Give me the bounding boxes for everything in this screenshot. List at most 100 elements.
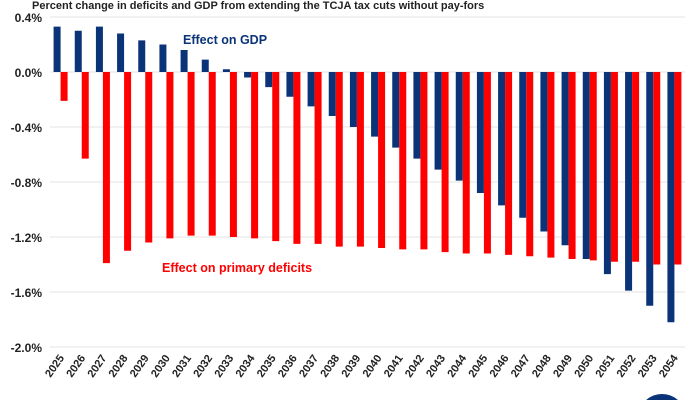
gdp-bar <box>222 69 230 72</box>
x-tick-label: 2034 <box>234 352 258 380</box>
gdp-bar <box>667 72 675 323</box>
deficit-bar <box>60 72 68 101</box>
x-tick-label: 2041 <box>382 353 406 380</box>
deficit-bar <box>441 72 449 253</box>
gdp-bar <box>625 72 633 291</box>
deficit-bar <box>166 72 174 239</box>
x-tick-label: 2038 <box>318 353 342 380</box>
deficit-bar <box>568 72 576 259</box>
x-tick-label: 2044 <box>445 352 469 380</box>
y-tick-label: -2.0% <box>11 341 43 355</box>
deficit-bar <box>145 72 153 243</box>
gdp-bar <box>53 26 61 72</box>
gdp-bar <box>244 72 252 78</box>
x-tick-label: 2040 <box>361 353 385 380</box>
deficit-bar <box>610 72 618 262</box>
x-tick-label: 2026 <box>64 353 88 380</box>
y-tick-label: -1.2% <box>11 231 43 245</box>
deficit-bar <box>314 72 322 244</box>
x-tick-label: 2054 <box>657 352 681 380</box>
x-tick-label: 2036 <box>276 353 300 380</box>
deficit-bar <box>187 72 195 236</box>
gdp-bar <box>519 72 527 218</box>
x-tick-label: 2050 <box>572 353 596 380</box>
deficit-bar <box>335 72 343 247</box>
x-tick-label: 2027 <box>86 353 110 380</box>
deficit-bar <box>505 72 513 255</box>
deficit-bar <box>674 72 682 265</box>
x-tick-label: 2025 <box>43 353 67 380</box>
x-tick-label: 2029 <box>128 353 152 380</box>
x-tick-label: 2031 <box>170 353 194 380</box>
x-tick-label: 2046 <box>488 353 512 380</box>
y-tick-label: -0.8% <box>11 176 43 190</box>
gdp-bar <box>328 72 336 116</box>
x-tick-label: 2053 <box>636 353 660 380</box>
gdp-bar <box>117 33 125 72</box>
gdp-bar <box>95 26 103 72</box>
gdp-bar <box>476 72 484 193</box>
deficit-bar <box>229 72 237 237</box>
y-tick-label: 0.4% <box>15 11 43 25</box>
y-tick-label: 0.0% <box>15 66 43 80</box>
gdp-bar <box>603 72 611 275</box>
deficit-bar <box>547 72 555 258</box>
x-tick-label: 2032 <box>191 353 215 380</box>
gdp-bar <box>540 72 548 232</box>
gdp-bar <box>561 72 569 246</box>
x-tick-label: 2042 <box>403 353 427 380</box>
y-tick-label: -1.6% <box>11 286 43 300</box>
deficit-bar <box>462 72 470 254</box>
x-tick-label: 2035 <box>255 353 279 380</box>
y-tick-label: -0.4% <box>11 121 43 135</box>
x-tick-label: 2048 <box>530 353 554 380</box>
x-tick-label: 2051 <box>594 353 618 380</box>
gdp-bar <box>392 72 400 148</box>
deficit-bar <box>526 72 534 257</box>
x-tick-label: 2037 <box>297 353 321 380</box>
deficit-bar <box>102 72 110 264</box>
deficit-bar <box>124 72 132 251</box>
deficit-bar <box>272 72 280 242</box>
deficit-bar <box>483 72 491 254</box>
x-tick-label: 2030 <box>149 353 173 380</box>
x-tick-label: 2049 <box>551 353 575 380</box>
x-tick-label: 2043 <box>424 353 448 380</box>
x-tick-label: 2045 <box>467 353 491 380</box>
gdp-bar <box>307 72 315 107</box>
gdp-bar <box>434 72 442 170</box>
deficit-bar <box>420 72 428 250</box>
x-tick-label: 2052 <box>615 353 639 380</box>
deficit-series-label: Effect on primary deficits <box>162 261 312 275</box>
gdp-bar <box>286 72 294 97</box>
gdp-bar <box>371 72 379 137</box>
x-tick-label: 2033 <box>213 353 237 380</box>
x-tick-label: 2039 <box>340 353 364 380</box>
gdp-bar <box>413 72 421 159</box>
gdp-bar <box>74 30 82 72</box>
gdp-bar <box>159 44 167 72</box>
deficit-bar <box>81 72 89 159</box>
chart-title: Percent change in deficits and GDP from … <box>32 0 485 12</box>
deficit-bar <box>293 72 301 244</box>
gdp-bar <box>201 59 209 72</box>
gdp-bar <box>582 72 590 259</box>
gdp-bar <box>138 40 146 72</box>
deficit-bar <box>589 72 597 261</box>
x-tick-label: 2047 <box>509 353 533 380</box>
gdp-bar <box>265 72 273 88</box>
deficit-bar <box>356 72 364 247</box>
gdp-series-label: Effect on GDP <box>183 33 267 47</box>
gdp-bar <box>180 50 188 72</box>
gdp-bar <box>455 72 463 181</box>
logo-icon <box>646 393 678 400</box>
deficit-bar <box>632 72 640 262</box>
deficit-bar <box>251 72 259 239</box>
deficit-bar <box>208 72 216 236</box>
gdp-bar <box>646 72 654 306</box>
deficit-bar <box>399 72 407 250</box>
x-tick-label: 2028 <box>107 353 131 380</box>
deficit-bar <box>653 72 661 265</box>
